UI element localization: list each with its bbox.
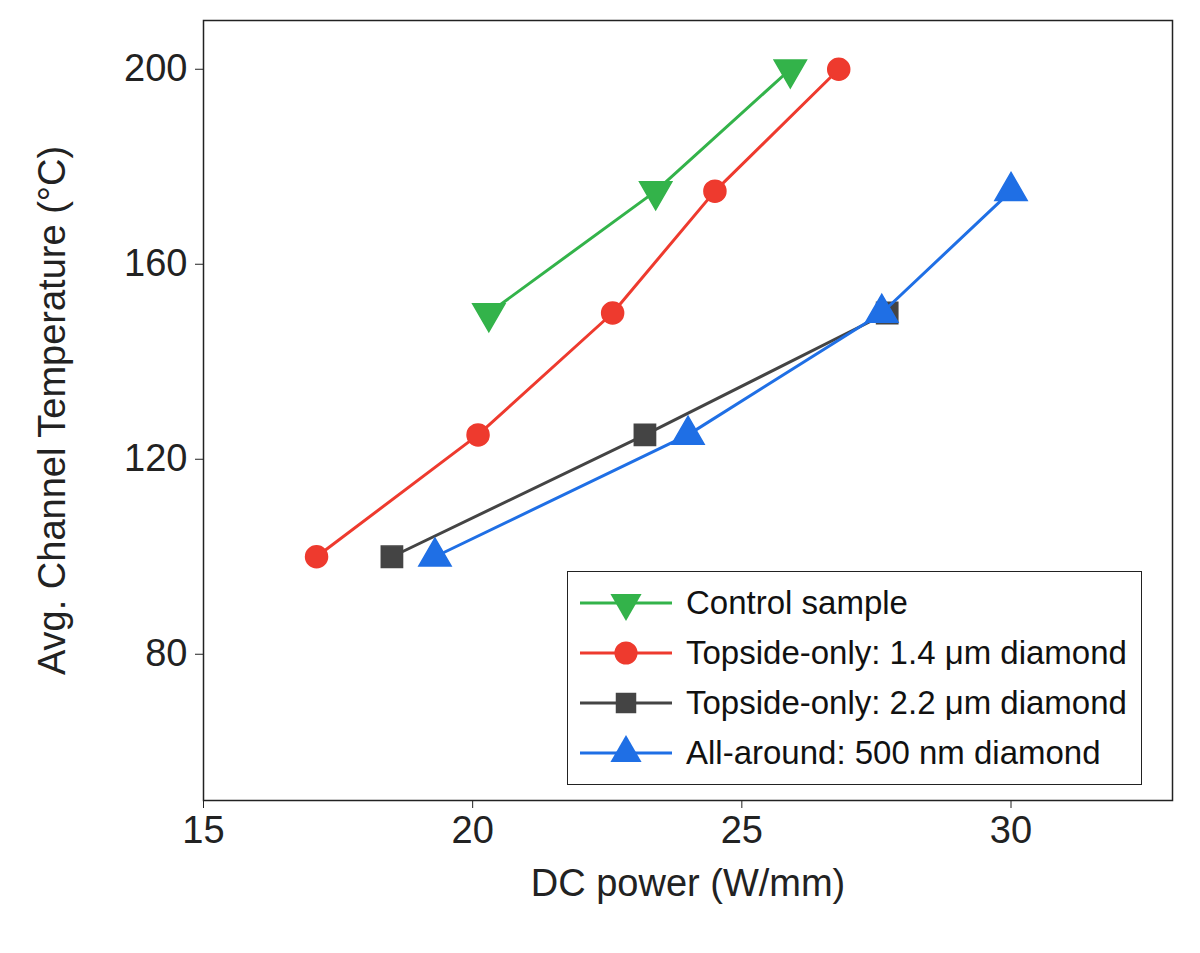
svg-text:20: 20 <box>452 809 494 851</box>
svg-text:200: 200 <box>124 47 187 89</box>
svg-text:25: 25 <box>721 809 763 851</box>
svg-text:120: 120 <box>124 437 187 479</box>
html-text:All-around: 500 nm diamond: All-around: 500 nm diamond <box>686 734 1101 771</box>
html-text:Topside-only: 2.2 μm diamond: Topside-only: 2.2 μm diamond <box>686 684 1127 721</box>
svg-text:80: 80 <box>145 632 187 674</box>
svg-text:160: 160 <box>124 242 187 284</box>
svg-text:30: 30 <box>990 809 1032 851</box>
html-text:Topside-only: 1.4 μm diamond: Topside-only: 1.4 μm diamond <box>686 634 1127 671</box>
svg-text:Avg. Channel Temperature (°C): Avg. Channel Temperature (°C) <box>31 146 73 675</box>
html-text:Control sample: Control sample <box>686 584 908 621</box>
svg-text:DC power (W/mm): DC power (W/mm) <box>531 862 846 904</box>
svg-text:15: 15 <box>182 809 224 851</box>
